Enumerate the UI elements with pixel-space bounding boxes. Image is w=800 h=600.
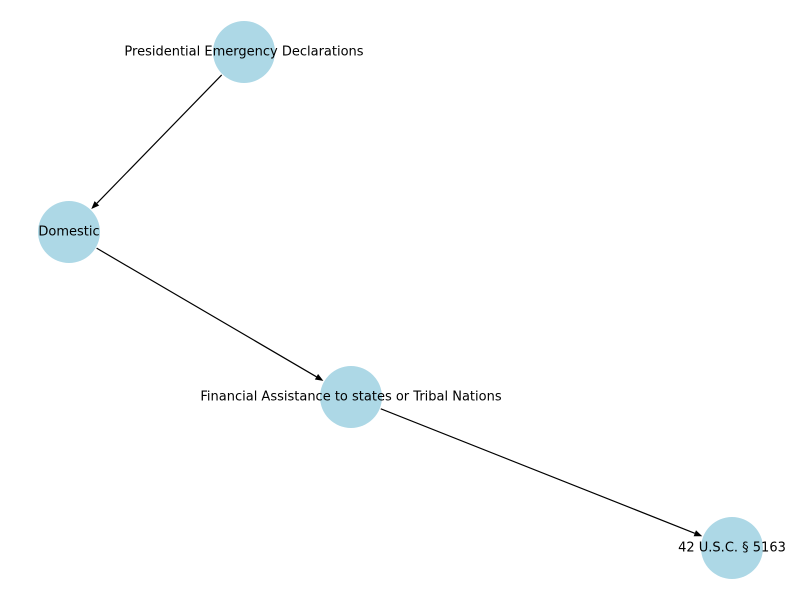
node-presidential-emergency-declarations: Presidential Emergency Declarations — [124, 21, 364, 83]
edge-line — [96, 74, 223, 204]
edge-line — [380, 408, 696, 534]
arrowhead-icon — [693, 530, 703, 537]
arrowhead-icon — [91, 201, 100, 210]
node-label: Domestic — [38, 225, 99, 240]
edge-line — [96, 247, 317, 378]
node-label: Financial Assistance to states or Tribal… — [200, 390, 501, 405]
node-circle — [213, 21, 275, 83]
node-circle — [320, 366, 382, 428]
node-42-usc-5163: 42 U.S.C. § 5163 — [678, 517, 786, 579]
node-circle — [701, 517, 763, 579]
node-label: Presidential Emergency Declarations — [124, 45, 363, 60]
edges-layer — [91, 74, 703, 537]
edge-n3-n4 — [380, 408, 703, 537]
edge-n2-n3 — [96, 247, 324, 381]
nodes-layer: Presidential Emergency Declarations Dome… — [38, 21, 786, 579]
node-domestic: Domestic — [38, 201, 100, 263]
edge-n1-n2 — [91, 74, 223, 210]
node-label: 42 U.S.C. § 5163 — [678, 541, 786, 556]
arrowhead-icon — [314, 374, 324, 381]
node-circle — [38, 201, 100, 263]
node-financial-assistance: Financial Assistance to states or Tribal… — [200, 366, 502, 428]
